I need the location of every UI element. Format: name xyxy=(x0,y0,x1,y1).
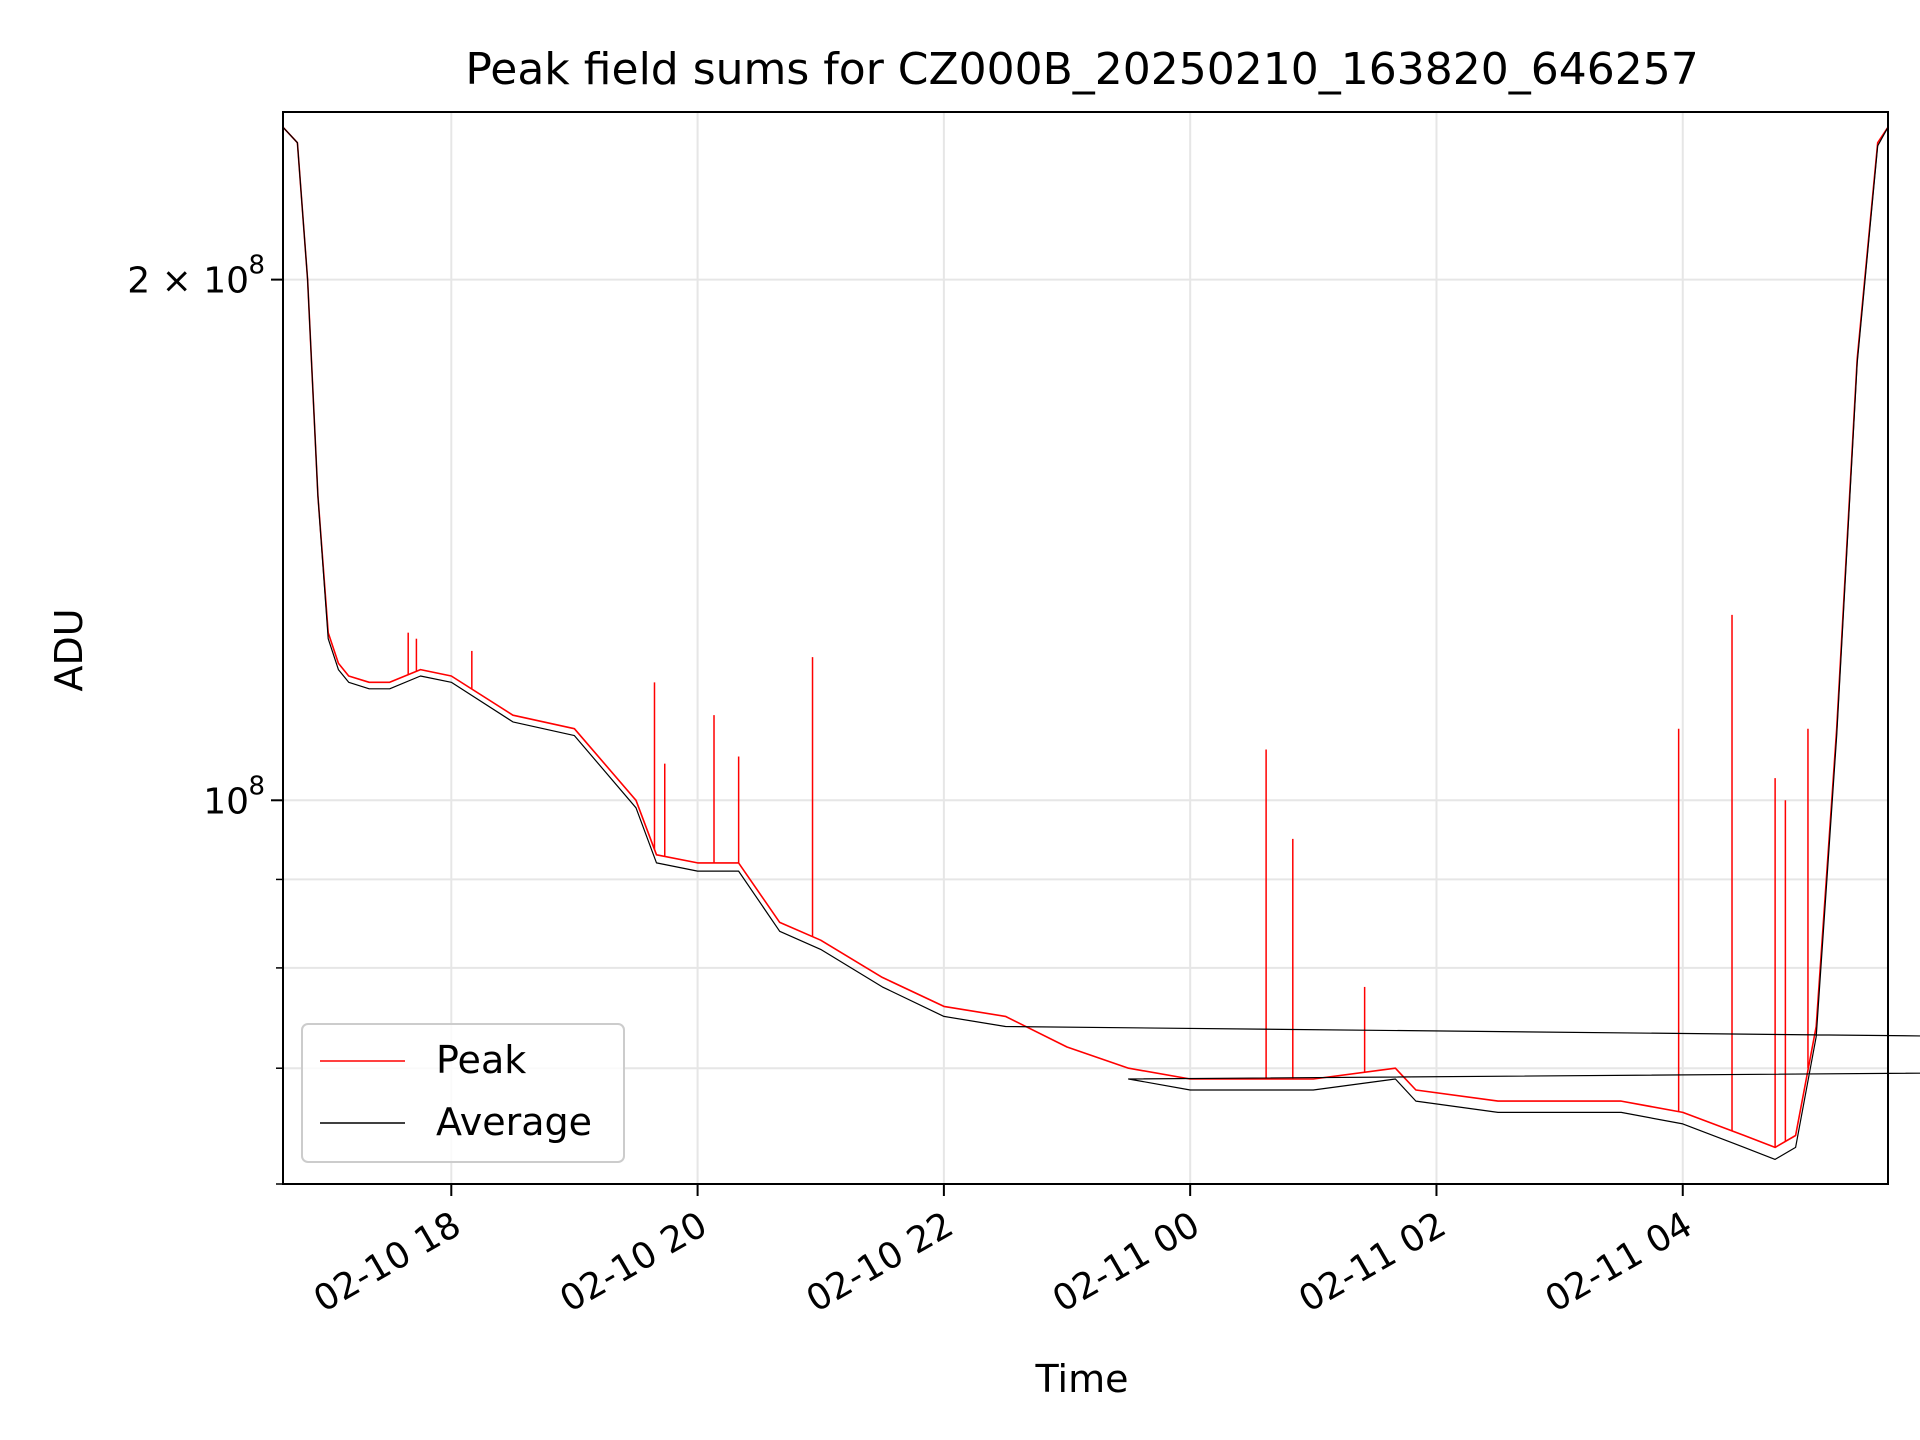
y-tick-label: 2 × 10 xyxy=(127,261,249,302)
series-group xyxy=(282,126,1920,1161)
y-tick-exponent: 8 xyxy=(248,771,265,801)
y-tick-exponent: 8 xyxy=(248,251,265,281)
legend-peak-label: Peak xyxy=(436,1038,526,1082)
x-tick-label: 02-11 00 xyxy=(1046,1204,1207,1320)
legend-box xyxy=(301,1023,625,1163)
series-line-average xyxy=(282,126,1920,1161)
x-tick-label: 02-11 02 xyxy=(1292,1204,1453,1320)
axes-frame xyxy=(282,111,1889,1185)
x-tick-label: 02-11 04 xyxy=(1539,1204,1700,1320)
legend: Peak Average xyxy=(301,1023,625,1163)
y-tick-label: 10 xyxy=(203,781,249,822)
chart-title: Peak field sums for CZ000B_20250210_1638… xyxy=(465,44,1698,95)
x-tick-label: 02-10 20 xyxy=(553,1204,714,1320)
series-line-peak xyxy=(282,126,1889,1149)
x-axis-label: Time xyxy=(1035,1357,1129,1401)
spike-series xyxy=(407,614,1809,1148)
x-tick-label: 02-10 18 xyxy=(307,1204,468,1320)
y-axis-label: ADU xyxy=(47,608,91,691)
x-tick-label: 02-10 22 xyxy=(800,1204,961,1320)
legend-average-label: Average xyxy=(436,1100,592,1144)
